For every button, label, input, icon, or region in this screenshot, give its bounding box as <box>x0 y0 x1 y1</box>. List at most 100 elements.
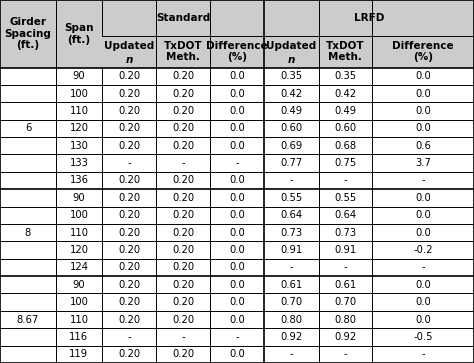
Text: 0.20: 0.20 <box>118 280 140 290</box>
Text: 3.7: 3.7 <box>415 158 431 168</box>
Text: 116: 116 <box>69 332 89 342</box>
Text: 0.49: 0.49 <box>281 106 302 116</box>
Text: 0.60: 0.60 <box>334 123 356 133</box>
Text: 0.0: 0.0 <box>229 175 245 185</box>
Text: -: - <box>182 158 185 168</box>
Text: -: - <box>344 349 347 359</box>
Text: 100: 100 <box>70 89 88 99</box>
Text: -: - <box>421 175 425 185</box>
Text: 0.70: 0.70 <box>281 297 302 307</box>
Text: 0.64: 0.64 <box>334 210 356 220</box>
Text: 0.20: 0.20 <box>172 141 194 151</box>
Text: 0.0: 0.0 <box>229 89 245 99</box>
Text: 0.20: 0.20 <box>172 297 194 307</box>
Text: 0.0: 0.0 <box>229 297 245 307</box>
Text: 0.35: 0.35 <box>281 71 302 81</box>
Text: 8: 8 <box>25 228 31 238</box>
Text: 120: 120 <box>69 245 89 255</box>
Text: 0.20: 0.20 <box>118 141 140 151</box>
Text: 0.69: 0.69 <box>281 141 302 151</box>
Text: 0.73: 0.73 <box>281 228 302 238</box>
Text: 0.0: 0.0 <box>229 193 245 203</box>
Text: 110: 110 <box>69 315 89 325</box>
Text: 0.35: 0.35 <box>334 71 356 81</box>
Text: 0.20: 0.20 <box>172 210 194 220</box>
Text: -: - <box>182 332 185 342</box>
Text: 0.61: 0.61 <box>281 280 302 290</box>
Text: 0.73: 0.73 <box>334 228 356 238</box>
Text: TxDOT
Meth.: TxDOT Meth. <box>164 41 202 62</box>
Text: 0.20: 0.20 <box>118 210 140 220</box>
Text: 0.20: 0.20 <box>172 123 194 133</box>
Text: 0.0: 0.0 <box>229 210 245 220</box>
Text: 0.20: 0.20 <box>172 349 194 359</box>
Text: 0.91: 0.91 <box>281 245 302 255</box>
Text: 0.0: 0.0 <box>229 262 245 272</box>
Text: 90: 90 <box>73 280 85 290</box>
Text: 110: 110 <box>69 106 89 116</box>
Text: 90: 90 <box>73 193 85 203</box>
Text: 0.55: 0.55 <box>334 193 356 203</box>
Text: -: - <box>290 349 293 359</box>
Text: 0.20: 0.20 <box>172 175 194 185</box>
Text: -: - <box>421 262 425 272</box>
Text: 0.0: 0.0 <box>229 315 245 325</box>
Text: Girder
Spacing
(ft.): Girder Spacing (ft.) <box>5 17 51 50</box>
Text: n: n <box>288 56 295 65</box>
Text: 0.0: 0.0 <box>415 106 431 116</box>
Text: 110: 110 <box>69 228 89 238</box>
Text: 0.70: 0.70 <box>334 297 356 307</box>
Text: 0.0: 0.0 <box>415 193 431 203</box>
Text: 0.80: 0.80 <box>281 315 302 325</box>
Text: 0.20: 0.20 <box>118 106 140 116</box>
Text: 0.61: 0.61 <box>334 280 356 290</box>
Text: 0.0: 0.0 <box>229 245 245 255</box>
Text: 0.77: 0.77 <box>281 158 302 168</box>
Text: 136: 136 <box>69 175 89 185</box>
Text: -: - <box>290 175 293 185</box>
Text: 0.0: 0.0 <box>415 297 431 307</box>
Text: -: - <box>236 158 239 168</box>
Text: Difference
(%): Difference (%) <box>392 41 454 62</box>
Text: -: - <box>344 262 347 272</box>
Text: 0.0: 0.0 <box>415 123 431 133</box>
Text: 0.0: 0.0 <box>415 315 431 325</box>
Text: 130: 130 <box>70 141 88 151</box>
Text: 0.0: 0.0 <box>229 71 245 81</box>
Text: 0.20: 0.20 <box>172 228 194 238</box>
Text: TxDOT
Meth.: TxDOT Meth. <box>326 41 365 62</box>
Text: Standard: Standard <box>156 13 210 23</box>
Text: 120: 120 <box>69 123 89 133</box>
Text: 0.20: 0.20 <box>118 262 140 272</box>
Text: 0.0: 0.0 <box>415 280 431 290</box>
Text: 0.20: 0.20 <box>118 297 140 307</box>
Text: 0.60: 0.60 <box>281 123 302 133</box>
Text: n: n <box>126 56 133 65</box>
Text: 0.20: 0.20 <box>118 315 140 325</box>
Bar <box>0 68 474 363</box>
Text: 0.0: 0.0 <box>415 228 431 238</box>
Text: 8.67: 8.67 <box>17 315 39 325</box>
Text: 0.75: 0.75 <box>334 158 356 168</box>
Text: 0.42: 0.42 <box>334 89 356 99</box>
Text: 0.0: 0.0 <box>229 141 245 151</box>
Text: 0.0: 0.0 <box>229 123 245 133</box>
Text: 90: 90 <box>73 71 85 81</box>
Text: 124: 124 <box>69 262 89 272</box>
Text: 0.55: 0.55 <box>281 193 302 203</box>
Text: 0.80: 0.80 <box>334 315 356 325</box>
Text: 0.20: 0.20 <box>172 262 194 272</box>
Text: 0.0: 0.0 <box>229 349 245 359</box>
Text: -: - <box>344 175 347 185</box>
Text: 6: 6 <box>25 123 31 133</box>
Text: 0.20: 0.20 <box>118 193 140 203</box>
Text: -: - <box>236 332 239 342</box>
Text: 0.0: 0.0 <box>415 89 431 99</box>
Text: Updated: Updated <box>266 41 317 62</box>
Text: -: - <box>421 349 425 359</box>
Text: 0.20: 0.20 <box>172 193 194 203</box>
Text: 0.20: 0.20 <box>118 349 140 359</box>
Text: 0.20: 0.20 <box>172 315 194 325</box>
Text: 0.0: 0.0 <box>415 71 431 81</box>
Text: 0.20: 0.20 <box>118 175 140 185</box>
